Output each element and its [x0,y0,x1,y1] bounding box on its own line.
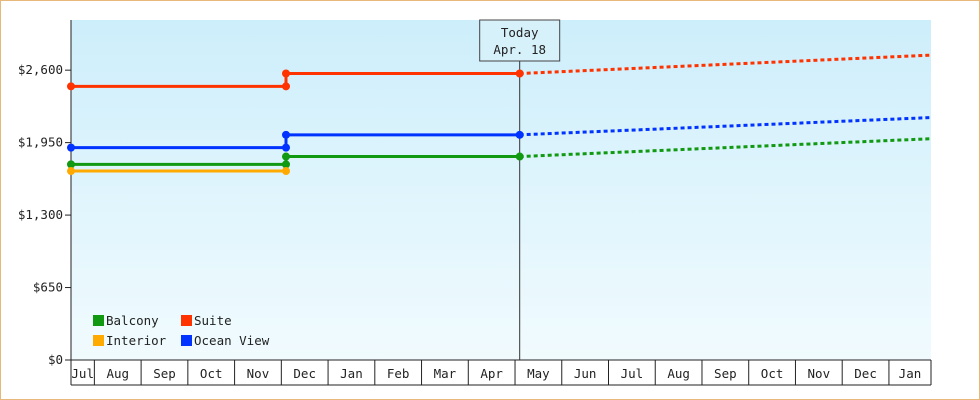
today-date: Apr. 18 [493,42,546,57]
data-point-suite [67,82,75,91]
legend-swatch-interior [93,335,104,346]
series-projection-balcony [519,137,932,159]
legend: Balcony Suite Interior Ocean View [93,313,270,348]
x-tick-label: Mar [434,366,457,381]
x-tick-label: Jan [899,366,922,381]
x-tick-label: Dec [854,366,877,381]
x-tick-label: Oct [761,366,784,381]
x-tick-label: Aug [106,366,129,381]
y-axis: $0 $650 $1,300 $1,950 $2,600 [18,20,72,367]
legend-swatch-suite [181,315,192,326]
data-point-ocean-view [282,143,290,152]
data-point-interior [67,167,75,176]
y-tick-label: $1,300 [18,207,63,222]
series-line-ocean-view [71,133,520,150]
x-tick-label: Aug [667,366,690,381]
series-layer [67,53,932,176]
data-point-interior [282,167,290,176]
legend-label-suite: Suite [194,313,232,328]
x-tick-label: Apr [480,366,503,381]
plot-area [71,20,931,360]
data-point-balcony [67,160,75,169]
series-projection-suite [519,53,932,76]
legend-label-ocean-view: Ocean View [194,333,270,348]
today-box [479,19,561,62]
legend-label-balcony: Balcony [106,313,159,328]
data-point-suite [282,82,290,91]
y-tick-label: $1,950 [18,135,63,150]
y-tick-label: $650 [33,280,63,295]
data-point-balcony [282,160,290,169]
today-label: Today [501,25,539,40]
data-point-balcony [282,152,290,161]
today-marker: Today Apr. 18 [479,19,561,360]
legend-label-interior: Interior [106,333,167,348]
series-line-suite [71,72,520,88]
y-tick-label: $0 [48,352,63,367]
x-tick-label: Jan [340,366,363,381]
y-tick-label: $2,600 [18,62,63,77]
series-projection-ocean-view [519,116,932,137]
data-point-suite [515,69,524,78]
data-point-ocean-view [515,130,524,139]
data-point-suite [282,69,290,78]
x-tick-label: Jul [621,366,644,381]
legend-swatch-ocean-view [181,335,192,346]
x-tick-label: Nov [247,366,270,381]
data-point-ocean-view [282,130,290,139]
x-tick-label: Oct [200,366,223,381]
x-axis: Jul Aug Sep Oct Nov Dec Jan Feb Mar Apr May Jun Jul A… [70,359,932,386]
legend-swatch-balcony [93,315,104,326]
data-point-balcony [515,152,524,161]
x-tick-label: Jul [71,366,94,381]
data-point-ocean-view [67,143,75,152]
x-tick-label: Sep [714,366,737,381]
x-tick-label: Feb [387,366,410,381]
x-tick-label: Dec [293,366,316,381]
x-tick-label: Jun [574,366,597,381]
x-tick-label: Sep [153,366,176,381]
x-tick-label: May [527,366,550,381]
x-tick-label: Nov [808,366,831,381]
